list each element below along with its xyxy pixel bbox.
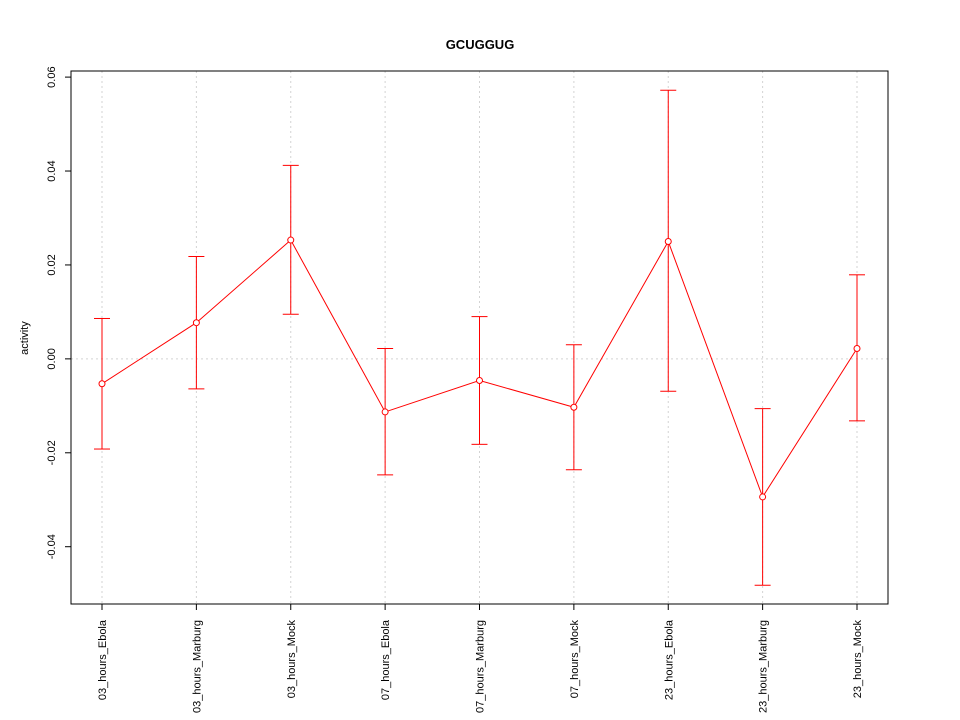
data-point <box>664 237 672 245</box>
y-tick-label: 0.04 <box>46 160 58 181</box>
data-point <box>853 345 861 353</box>
series <box>94 89 865 586</box>
data-point <box>570 403 578 411</box>
x-tick-label: 07_hours_Ebola <box>380 619 392 700</box>
x-tick-label: 07_hours_Mock <box>569 620 581 699</box>
axes: -0.04 -0.02 0.00 0.02 0.04 0.06 03_hours_Ebola… <box>46 66 864 713</box>
data-point <box>476 376 483 384</box>
y-tick-label: -0.02 <box>46 440 58 465</box>
data-point <box>287 236 295 244</box>
y-tick-label: 0.00 <box>46 348 58 369</box>
data-point <box>98 380 106 388</box>
x-tick-label: 03_hours_Marburg <box>191 620 203 713</box>
x-tick-label: 03_hours_Mock <box>286 620 298 699</box>
data-point <box>381 408 389 416</box>
x-tick-label: 03_hours_Ebola <box>97 619 109 700</box>
y-tick-label: 0.02 <box>46 254 58 275</box>
y-axis-label: activity <box>19 321 31 355</box>
x-tick-label: 07_hours_Marburg <box>475 620 487 713</box>
x-tick-label: 23_hours_Ebola <box>663 619 675 700</box>
data-point <box>759 493 767 501</box>
data-point <box>192 319 200 327</box>
x-tick-label: 23_hours_Marburg <box>758 620 770 713</box>
x-tick-label: 23_hours_Mock <box>852 620 864 699</box>
y-tick-label: 0.06 <box>46 66 58 87</box>
y-tick-label: -0.04 <box>46 534 58 559</box>
chart-title: GCUGGUG <box>446 37 515 52</box>
